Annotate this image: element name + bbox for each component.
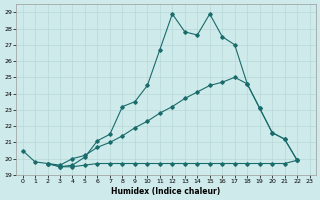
X-axis label: Humidex (Indice chaleur): Humidex (Indice chaleur) [111, 187, 221, 196]
